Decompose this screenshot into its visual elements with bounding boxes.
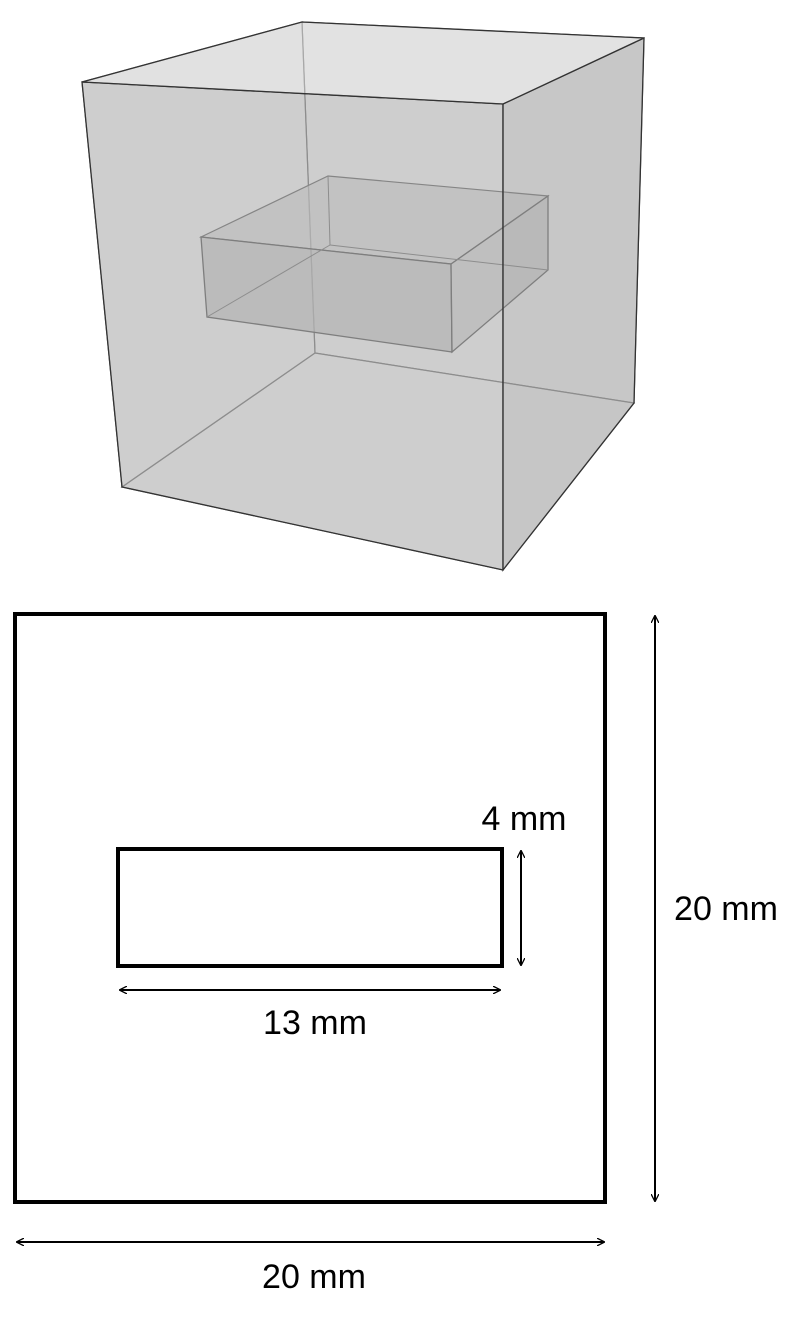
cube-3d-view	[81, 21, 645, 572]
outer-width-label: 20 mm	[262, 1258, 366, 1296]
outer-height-label: 20 mm	[674, 890, 778, 928]
inner-rectangle	[116, 847, 504, 968]
cross-section-view: 20 mm 20 mm 13 mm 4 mm	[13, 612, 778, 1296]
cube-top-face	[81, 21, 645, 105]
inner-width-label: 13 mm	[263, 1004, 367, 1042]
cube-front-face	[81, 81, 504, 571]
cube-right-face	[502, 36, 645, 572]
inner-height-label: 4 mm	[482, 800, 567, 838]
outer-square	[13, 612, 607, 1204]
